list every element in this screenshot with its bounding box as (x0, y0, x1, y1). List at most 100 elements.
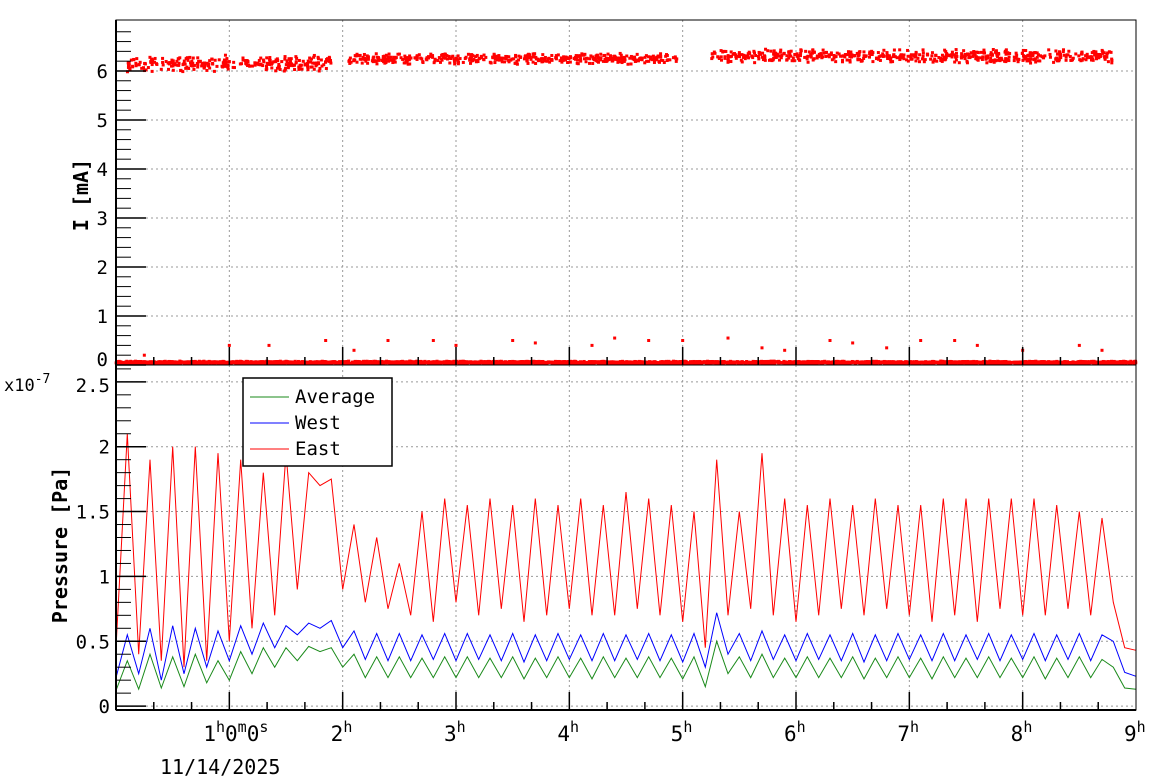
current-point (289, 360, 293, 364)
current-point (1068, 361, 1072, 365)
current-point (469, 57, 473, 61)
current-point (772, 52, 776, 56)
current-point (577, 54, 581, 58)
current-point (983, 51, 987, 55)
current-point (900, 361, 904, 365)
current-point (564, 58, 568, 62)
current-point (200, 64, 204, 68)
current-point (643, 55, 647, 59)
current-point (740, 60, 744, 64)
current-point (196, 56, 200, 60)
top-plot-frame (115, 19, 1137, 366)
current-point (492, 52, 496, 56)
current-point (763, 55, 767, 59)
current-point (377, 57, 381, 61)
current-point (493, 61, 497, 65)
current-point (1020, 51, 1024, 55)
current-point (628, 361, 632, 365)
current-point (1007, 55, 1011, 59)
current-point (988, 59, 992, 63)
current-point (221, 65, 225, 69)
current-point (274, 60, 278, 64)
current-point (433, 361, 437, 365)
current-point (175, 360, 179, 364)
current-point (916, 56, 920, 60)
current-point (153, 56, 157, 60)
current-point (659, 58, 663, 62)
current-point (1023, 57, 1027, 61)
current-point (674, 59, 678, 63)
current-point (895, 56, 899, 60)
current-point (371, 59, 375, 63)
current-point (374, 361, 378, 365)
current-point (691, 361, 695, 365)
current-point (484, 360, 488, 364)
current-point (415, 56, 419, 60)
current-point (306, 62, 310, 66)
current-point (1103, 361, 1107, 365)
current-point (1122, 360, 1126, 364)
current-point (463, 56, 467, 60)
current-point (856, 58, 860, 62)
current-point (579, 59, 583, 63)
current-point (525, 56, 529, 60)
current-point (358, 57, 362, 61)
current-point (1099, 54, 1103, 58)
current-point (120, 361, 124, 365)
current-point (172, 361, 176, 365)
current-point (151, 360, 155, 364)
current-point (172, 62, 176, 66)
current-point (780, 53, 784, 57)
current-point (453, 62, 457, 66)
current-point (881, 52, 885, 56)
current-point (426, 360, 430, 364)
current-point (469, 61, 473, 65)
current-point (701, 361, 705, 365)
current-point (488, 362, 492, 366)
current-point (400, 359, 404, 363)
current-point (466, 361, 470, 365)
current-point (943, 58, 947, 62)
current-point (914, 59, 918, 63)
current-point (1035, 55, 1039, 59)
current-point (534, 57, 538, 61)
current-point (245, 361, 249, 365)
current-point (874, 57, 878, 61)
current-point (1060, 360, 1064, 364)
current-point (673, 361, 677, 365)
current-point (665, 53, 669, 57)
current-point (981, 361, 985, 365)
current-point (484, 55, 488, 59)
current-point (807, 50, 811, 54)
current-point (506, 58, 510, 62)
current-point (1052, 60, 1056, 64)
current-point (990, 361, 994, 365)
current-point (1039, 54, 1043, 58)
current-point (177, 57, 181, 61)
current-point (322, 63, 326, 67)
current-point (229, 361, 233, 365)
current-point (371, 361, 375, 365)
current-point (196, 65, 200, 69)
current-point (357, 361, 361, 365)
current-point (805, 55, 809, 59)
current-point (628, 56, 632, 60)
current-point (982, 48, 986, 52)
current-point (498, 56, 502, 60)
current-point (829, 53, 833, 57)
current-point (497, 54, 501, 58)
current-point (934, 53, 938, 57)
current-outlier-point (828, 338, 832, 342)
current-outlier-point (386, 338, 390, 342)
current-point (981, 55, 985, 59)
current-point (959, 360, 963, 364)
current-point (1025, 59, 1029, 63)
current-point (345, 360, 349, 364)
current-point (150, 69, 154, 73)
current-point (1091, 58, 1095, 62)
current-point (536, 57, 540, 61)
current-point (348, 56, 352, 60)
current-point (507, 55, 511, 59)
current-point (323, 60, 327, 64)
current-point (809, 54, 813, 58)
